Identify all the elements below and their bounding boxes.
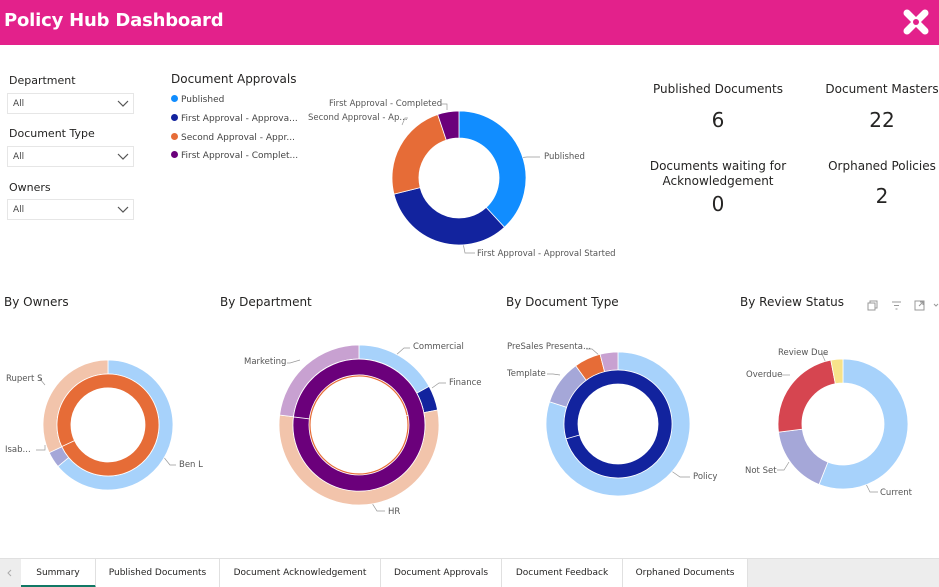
chevron-down-icon xyxy=(117,100,129,107)
doctype-inner-template-slice-template[interactable] xyxy=(564,370,672,478)
department-dropdown[interactable]: All xyxy=(7,93,134,114)
chart-label-first-approval-started: First Approval - Approval Started xyxy=(477,249,616,259)
legend-item-first-approval-completed[interactable]: First Approval - Complet... xyxy=(171,151,298,161)
chart-label-review-due: Review Due xyxy=(778,348,829,358)
tab-document-approvals[interactable]: Document Approvals xyxy=(381,559,502,587)
review-slice-not-set[interactable] xyxy=(778,428,829,485)
document-type-dropdown[interactable]: All xyxy=(7,146,134,167)
legend-label: First Approval - Approva... xyxy=(181,114,298,124)
tab-orphaned-documents[interactable]: Orphaned Documents xyxy=(623,559,748,587)
legend-dot xyxy=(171,114,178,121)
copy-icon xyxy=(867,300,878,311)
chart-label-isab: Isab... xyxy=(5,445,31,455)
tab-summary[interactable]: Summary xyxy=(21,559,96,587)
chart-label-finance: Finance xyxy=(449,378,482,388)
department-dropdown-value: All xyxy=(13,99,25,109)
close-button[interactable] xyxy=(901,6,931,38)
chart-label-overdue: Overdue xyxy=(746,370,783,380)
legend-label: Published xyxy=(181,95,225,105)
legend-dot xyxy=(171,151,178,158)
header-bar: Policy Hub Dashboard xyxy=(0,0,939,45)
filter-icon xyxy=(892,301,901,310)
chart-label-first-approval-completed: First Approval - Completed xyxy=(329,99,443,109)
kpi-published-value: 6 xyxy=(711,108,725,132)
chart-label-rupert: Rupert S xyxy=(6,374,43,384)
by-owners-title: By Owners xyxy=(4,295,69,309)
page-title: Policy Hub Dashboard xyxy=(4,10,224,31)
filter-visual-button[interactable] xyxy=(891,296,902,315)
chart-label-published: Published xyxy=(544,152,585,162)
department-inner-hr-slice-hr[interactable] xyxy=(308,374,410,476)
kpi-waiting-label-line1: Documents waiting for xyxy=(649,159,787,173)
legend-label: Second Approval - Appr... xyxy=(181,133,295,143)
department-filter-label: Department xyxy=(9,74,76,87)
legend-item-second-approval[interactable]: Second Approval - Appr... xyxy=(171,133,295,143)
review-slice-current[interactable] xyxy=(818,358,909,490)
chart-label-presales: PreSales Presenta... xyxy=(507,342,592,352)
kpi-waiting-label-line2: Acknowledgement xyxy=(662,174,774,188)
chevron-down-icon xyxy=(117,153,129,160)
document-type-filter-label: Document Type xyxy=(9,127,95,140)
approvals-title: Document Approvals xyxy=(171,72,297,86)
chart-label-second-approval: Second Approval - Ap... xyxy=(308,113,408,123)
chart-label-not-set: Not Set xyxy=(745,466,777,476)
chevron-down-icon xyxy=(117,206,129,213)
kpi-published-label: Published Documents xyxy=(652,82,783,96)
kpi-orphaned-label: Orphaned Policies xyxy=(828,159,936,173)
by-review-status-title: By Review Status xyxy=(740,295,845,309)
legend-dot xyxy=(171,95,178,102)
kpi-masters-label: Document Masters xyxy=(825,82,939,96)
tab-document-feedback[interactable]: Document Feedback xyxy=(502,559,623,587)
review-slice-overdue[interactable] xyxy=(777,359,836,433)
document-type-dropdown-value: All xyxy=(13,152,25,162)
chart-label-ben: Ben L xyxy=(179,460,203,470)
approvals-slice-published[interactable] xyxy=(458,110,527,228)
owners-inner-band-slice-rupert-s[interactable] xyxy=(57,374,159,476)
legend-dot xyxy=(171,133,178,140)
tab-published-documents[interactable]: Published Documents xyxy=(96,559,220,587)
chart-label-current: Current xyxy=(880,488,912,498)
chart-label-commercial: Commercial xyxy=(413,342,464,352)
approvals-slice-first-approval-approval-started[interactable] xyxy=(393,187,505,246)
legend-label: First Approval - Complet... xyxy=(181,151,299,161)
legend-item-published[interactable]: Published xyxy=(171,95,224,105)
approvals-slice-second-approval-approval[interactable] xyxy=(391,113,447,195)
expand-icon xyxy=(914,300,925,311)
more-options-button[interactable] xyxy=(933,296,939,315)
chart-label-hr: HR xyxy=(388,507,401,517)
chevron-left-icon xyxy=(7,569,12,577)
legend-item-first-approval-started[interactable]: First Approval - Approva... xyxy=(171,114,298,124)
kpi-waiting-value: 0 xyxy=(711,192,725,216)
by-department-title: By Department xyxy=(220,295,312,309)
copy-visual-button[interactable] xyxy=(867,296,878,315)
chevron-down-icon xyxy=(933,303,939,307)
chart-label-policy: Policy xyxy=(693,472,718,482)
department-mid-mk-slice-marketing[interactable] xyxy=(293,359,425,491)
chart-label-marketing: Marketing xyxy=(244,357,287,367)
owners-dropdown-value: All xyxy=(13,205,25,215)
focus-mode-button[interactable] xyxy=(914,296,925,315)
tab-scroll-left-button[interactable] xyxy=(0,559,20,587)
chart-label-template: Template xyxy=(507,369,546,379)
approvals-slice-first-approval-completed[interactable] xyxy=(437,110,460,141)
page-tab-bar: Summary Published Documents Document Ack… xyxy=(0,558,939,587)
review-slice-review-due[interactable] xyxy=(830,358,844,385)
kpi-orphaned-value: 2 xyxy=(875,184,889,208)
tab-document-acknowledgement[interactable]: Document Acknowledgement xyxy=(220,559,381,587)
owners-dropdown[interactable]: All xyxy=(7,199,134,220)
kpi-masters-value: 22 xyxy=(869,108,895,132)
close-icon xyxy=(903,9,929,35)
by-document-type-title: By Document Type xyxy=(506,295,619,309)
charts-layer xyxy=(36,103,909,512)
kpi-waiting-label: Documents waiting for Acknowledgement xyxy=(640,159,796,189)
owners-filter-label: Owners xyxy=(9,181,51,194)
